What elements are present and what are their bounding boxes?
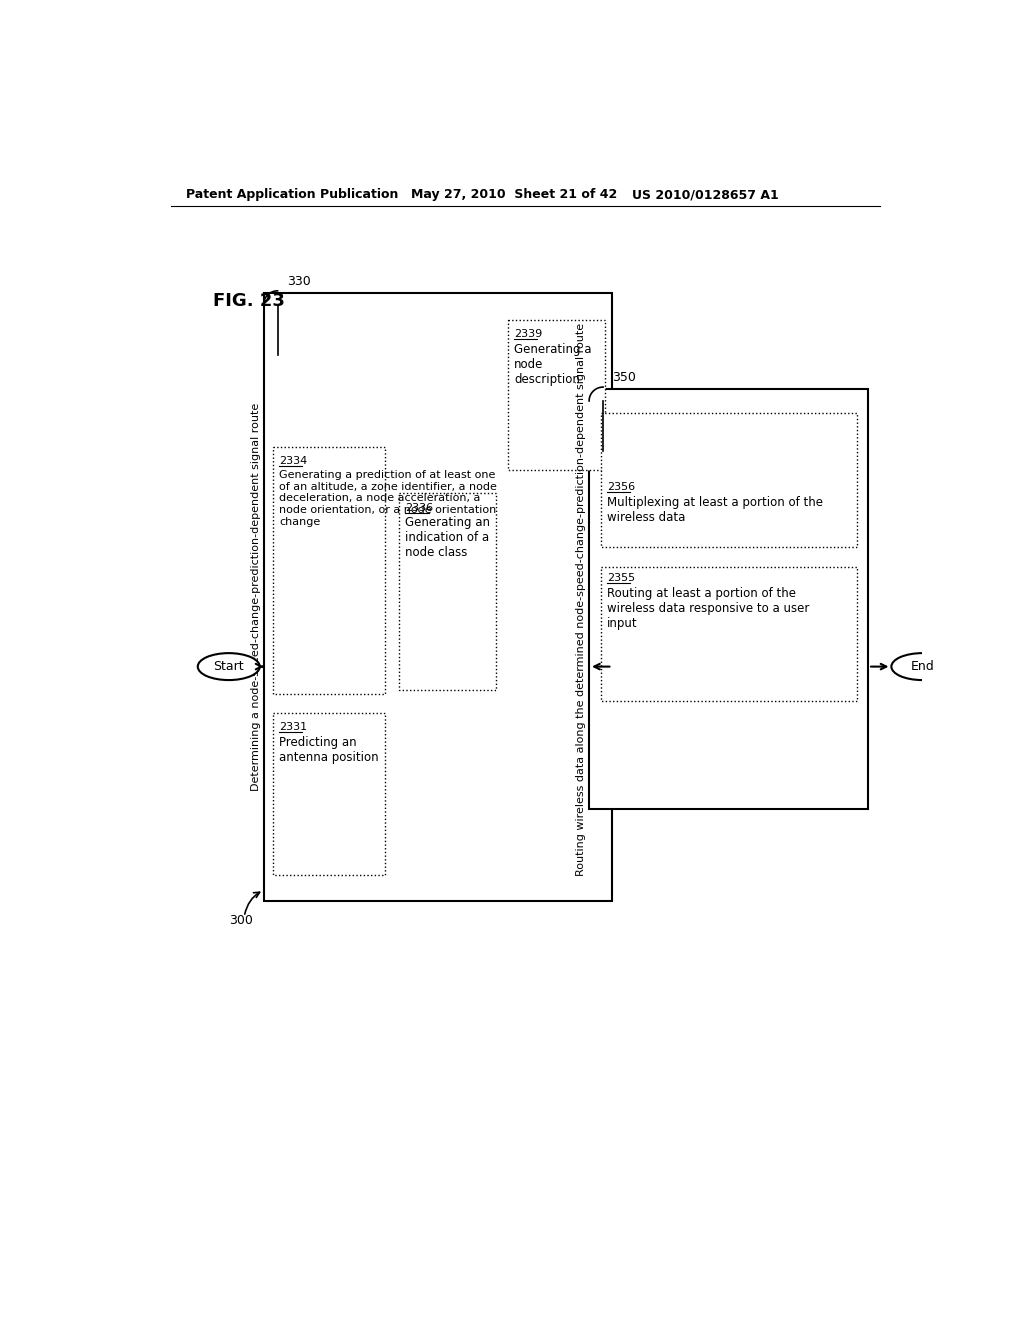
Bar xyxy=(399,494,496,689)
Text: Determining a node-speed-change-prediction-dependent signal route: Determining a node-speed-change-predicti… xyxy=(251,403,261,792)
Text: US 2010/0128657 A1: US 2010/0128657 A1 xyxy=(632,187,778,201)
Bar xyxy=(508,321,604,470)
Text: Routing at least a portion of the
wireless data responsive to a user
input: Routing at least a portion of the wirele… xyxy=(607,586,809,630)
Text: 2336: 2336 xyxy=(406,503,433,512)
Ellipse shape xyxy=(891,653,953,680)
Text: Generating a prediction of at least one
of an altitude, a zone identifier, a nod: Generating a prediction of at least one … xyxy=(280,470,497,527)
Text: Predicting an
antenna position: Predicting an antenna position xyxy=(280,737,379,764)
Text: 300: 300 xyxy=(228,915,253,927)
Bar xyxy=(273,447,385,693)
Text: Generating an
indication of a
node class: Generating an indication of a node class xyxy=(406,516,490,560)
Bar xyxy=(263,293,612,902)
Text: 350: 350 xyxy=(612,371,636,384)
Text: Start: Start xyxy=(213,660,244,673)
Text: 2339: 2339 xyxy=(514,330,542,339)
Bar xyxy=(589,389,868,809)
Text: 2334: 2334 xyxy=(280,457,307,466)
Text: Patent Application Publication: Patent Application Publication xyxy=(186,187,398,201)
Text: 2355: 2355 xyxy=(607,573,635,582)
Text: 2331: 2331 xyxy=(280,722,307,733)
Text: May 27, 2010  Sheet 21 of 42: May 27, 2010 Sheet 21 of 42 xyxy=(411,187,617,201)
Text: Routing wireless data along the determined node-speed-change-prediction-dependen: Routing wireless data along the determin… xyxy=(577,322,587,875)
Text: 330: 330 xyxy=(287,275,310,288)
Text: Multiplexing at least a portion of the
wireless data: Multiplexing at least a portion of the w… xyxy=(607,496,823,524)
Bar xyxy=(273,713,385,875)
Text: Generating a
node
description: Generating a node description xyxy=(514,343,592,387)
Text: End: End xyxy=(910,660,934,673)
Bar xyxy=(601,566,856,701)
Bar xyxy=(601,412,856,548)
Text: 2356: 2356 xyxy=(607,482,635,492)
Ellipse shape xyxy=(198,653,260,680)
Text: FIG. 23: FIG. 23 xyxy=(213,292,285,310)
